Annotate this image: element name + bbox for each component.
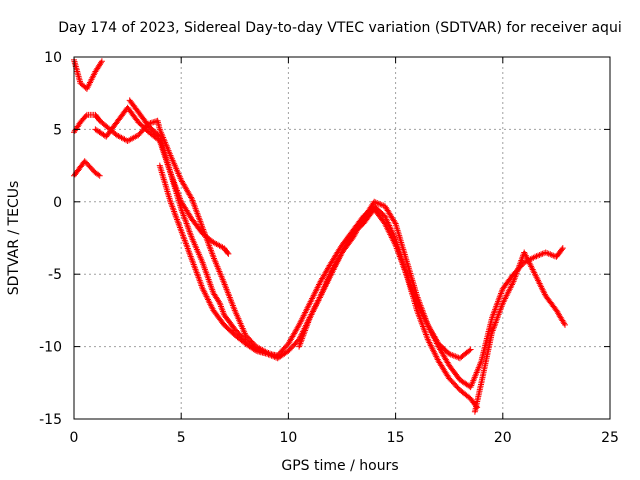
data-markers [296, 198, 566, 391]
x-tick-label: 5 [177, 430, 186, 446]
data-markers [71, 158, 103, 179]
data-markers [471, 249, 568, 415]
data-markers [71, 111, 281, 360]
x-tick-label: 25 [601, 430, 619, 446]
y-axis-ticks: 10 5 0 -5 -10 -15 [39, 50, 610, 428]
y-tick-label: 5 [53, 122, 62, 138]
y-tick-label: -10 [39, 340, 62, 356]
x-tick-label: 15 [387, 430, 405, 446]
grid [74, 57, 610, 419]
series-track-6 [471, 249, 568, 415]
series-track-7 [71, 158, 103, 179]
data-markers [71, 56, 105, 92]
y-tick-label: 0 [53, 195, 62, 211]
x-axis-label: GPS time / hours [281, 458, 398, 474]
x-tick-label: 20 [494, 430, 512, 446]
data-points [71, 56, 568, 415]
x-tick-label: 0 [70, 430, 79, 446]
series-track-5 [296, 198, 566, 391]
y-tick-label: 10 [44, 50, 62, 66]
y-tick-label: -5 [48, 267, 62, 283]
chart-title: Day 174 of 2023, Sidereal Day-to-day VTE… [58, 20, 621, 36]
plot-frame [73, 56, 611, 420]
x-tick-label: 10 [279, 430, 297, 446]
y-axis-label: SDTVAR / TECUs [6, 181, 22, 296]
x-axis-ticks: 0 5 10 15 20 25 [70, 57, 619, 446]
y-tick-label: -15 [39, 412, 62, 428]
series-track-1 [71, 111, 281, 360]
series-track-4 [156, 162, 481, 411]
data-markers [156, 162, 481, 411]
series-track-8 [71, 56, 105, 92]
